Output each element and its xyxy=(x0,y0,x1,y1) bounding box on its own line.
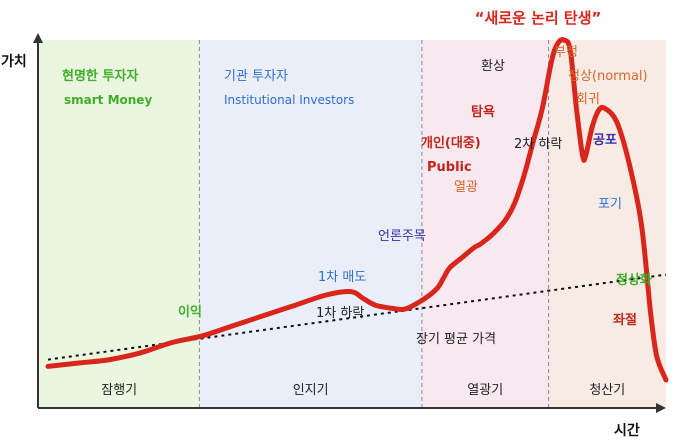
phase-label: 청산기 xyxy=(589,383,625,398)
annotation-enthusiasm: 열광 xyxy=(454,180,478,195)
annotation-delusion: 환상 xyxy=(481,59,505,74)
annotation-smart-money-ko: 현명한 투자자 xyxy=(62,68,138,84)
phase-label: 열광기 xyxy=(467,383,503,398)
y-axis-label: 가치 xyxy=(1,54,27,70)
annotation-profit: 이익 xyxy=(178,304,202,320)
annotation-normal: 정상(normal) xyxy=(568,69,648,84)
annotation-smart-money-en: smart Money xyxy=(64,93,152,107)
x-axis-label: 시간 xyxy=(614,422,640,439)
annotation-first-drop: 1차 하락 xyxy=(316,306,364,321)
annotation-giving-up: 포기 xyxy=(598,197,622,212)
annotation-normalization: 정상화 xyxy=(616,272,652,288)
annotation-media-attention: 언론주목 xyxy=(378,229,426,244)
annotation-institutional-en: Institutional Investors xyxy=(224,93,354,107)
phase-band xyxy=(548,40,666,408)
long-term-average-line xyxy=(47,273,667,361)
bubble-cycle-curve xyxy=(45,37,669,383)
annotation-public-en: Public xyxy=(427,160,472,175)
annotation-long-term-average: 장기 평균 가격 xyxy=(416,332,496,347)
annotation-first-sale: 1차 매도 xyxy=(318,270,366,285)
annotation-despair: 좌절 xyxy=(613,312,637,328)
annotation-fear: 공포 xyxy=(593,133,617,148)
annotation-denial: 부정 xyxy=(554,45,578,60)
phase-band xyxy=(39,40,200,408)
phase-band xyxy=(199,40,422,408)
chart-title: “새로운 논리 탄생” xyxy=(475,9,602,27)
annotation-public-ko: 개인(대중) xyxy=(421,135,481,151)
annotation-return: 회귀 xyxy=(576,92,600,107)
phase-label: 인지기 xyxy=(293,383,329,398)
phase-band xyxy=(421,40,549,408)
annotation-institutional-ko: 기관 투자자 xyxy=(224,69,288,84)
phase-label: 잠행기 xyxy=(101,382,137,398)
annotation-greed: 탐욕 xyxy=(471,104,495,120)
annotation-second-drop: 2차 하락 xyxy=(514,137,562,152)
